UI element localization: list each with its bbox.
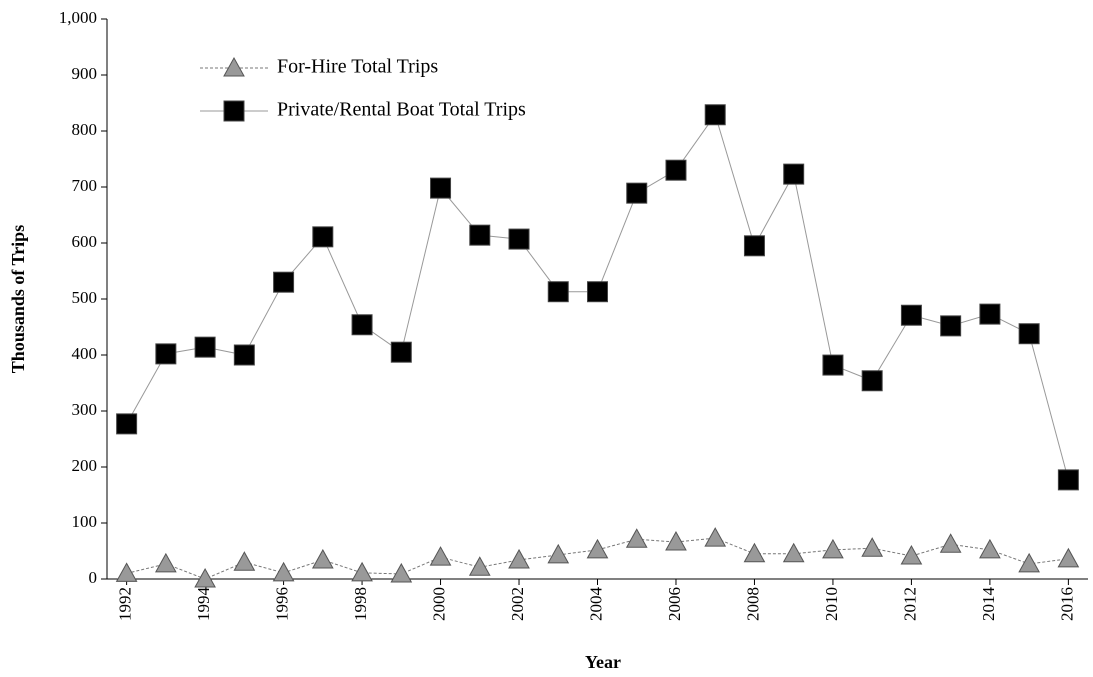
data-point <box>586 538 609 559</box>
data-point <box>390 562 413 583</box>
data-point <box>782 542 805 563</box>
data-point <box>233 551 256 571</box>
data-point <box>469 224 491 246</box>
data-point <box>704 527 727 547</box>
y-tick-label: 500 <box>72 288 98 307</box>
data-point <box>1018 552 1040 573</box>
x-tick-label: 1992 <box>116 587 135 621</box>
data-point <box>429 546 452 566</box>
data-point <box>312 226 334 248</box>
data-point <box>430 177 452 199</box>
y-tick-label: 400 <box>72 344 98 363</box>
x-tick-label: 2010 <box>822 587 841 621</box>
data-point <box>390 341 412 363</box>
y-tick-label: 800 <box>72 120 98 139</box>
y-tick-label: 900 <box>72 64 98 83</box>
data-point <box>704 104 726 126</box>
data-point <box>861 537 884 557</box>
x-tick-label: 2002 <box>508 587 527 621</box>
data-point <box>116 413 138 435</box>
x-tick-label: 2012 <box>900 587 919 621</box>
x-tick-label: 1994 <box>194 587 213 622</box>
x-tick-label: 1998 <box>351 587 370 621</box>
x-tick-label: 2016 <box>1057 587 1076 621</box>
data-point <box>979 538 1001 559</box>
data-point <box>665 159 687 181</box>
data-point <box>861 370 883 392</box>
legend-label: For-Hire Total Trips <box>277 56 438 78</box>
y-axis-title: Thousands of Trips <box>8 225 28 373</box>
data-point <box>233 344 255 366</box>
x-tick-label: 2014 <box>979 587 998 622</box>
data-point <box>822 354 844 376</box>
data-point <box>155 552 177 573</box>
x-tick-label: 2004 <box>586 587 605 622</box>
data-point <box>979 303 1001 325</box>
data-point <box>625 528 648 548</box>
y-tick-label: 600 <box>72 232 98 251</box>
data-point <box>547 281 569 303</box>
x-axis-title: Year <box>585 652 621 672</box>
data-point <box>508 548 530 569</box>
data-point <box>468 556 491 576</box>
x-tick-label: 2000 <box>429 587 448 621</box>
data-point <box>900 545 923 565</box>
data-point <box>1057 469 1079 491</box>
x-tick-label: 1996 <box>272 587 291 621</box>
data-point <box>311 548 334 569</box>
data-point <box>665 531 687 551</box>
data-point <box>1018 323 1040 345</box>
data-point <box>351 561 373 582</box>
y-tick-label: 200 <box>72 456 98 475</box>
data-point <box>272 561 295 582</box>
data-point <box>1057 547 1080 568</box>
y-tick-label: 300 <box>72 400 98 419</box>
data-point <box>587 281 608 303</box>
x-tick-label: 2006 <box>665 587 684 621</box>
data-point <box>939 533 962 553</box>
data-point <box>155 343 177 365</box>
data-point <box>273 271 295 293</box>
data-point <box>508 228 530 250</box>
data-point <box>626 182 648 204</box>
x-tick-label: 2008 <box>743 587 762 621</box>
data-point <box>940 315 962 337</box>
data-point <box>743 235 765 257</box>
data-point <box>743 542 766 563</box>
y-tick-label: 100 <box>72 512 98 531</box>
data-point <box>900 304 922 326</box>
data-point <box>115 562 138 582</box>
y-tick-label: 1,000 <box>59 8 97 27</box>
legend-marker <box>223 56 245 77</box>
legend-label: Private/Rental Boat Total Trips <box>277 99 526 121</box>
data-point <box>547 543 570 564</box>
data-point <box>351 314 373 336</box>
legend-marker <box>223 100 245 122</box>
data-point <box>783 163 805 185</box>
data-point <box>194 567 216 588</box>
data-point <box>822 538 844 559</box>
y-tick-label: 700 <box>72 176 98 195</box>
y-tick-label: 0 <box>89 568 98 587</box>
data-point <box>194 336 216 358</box>
